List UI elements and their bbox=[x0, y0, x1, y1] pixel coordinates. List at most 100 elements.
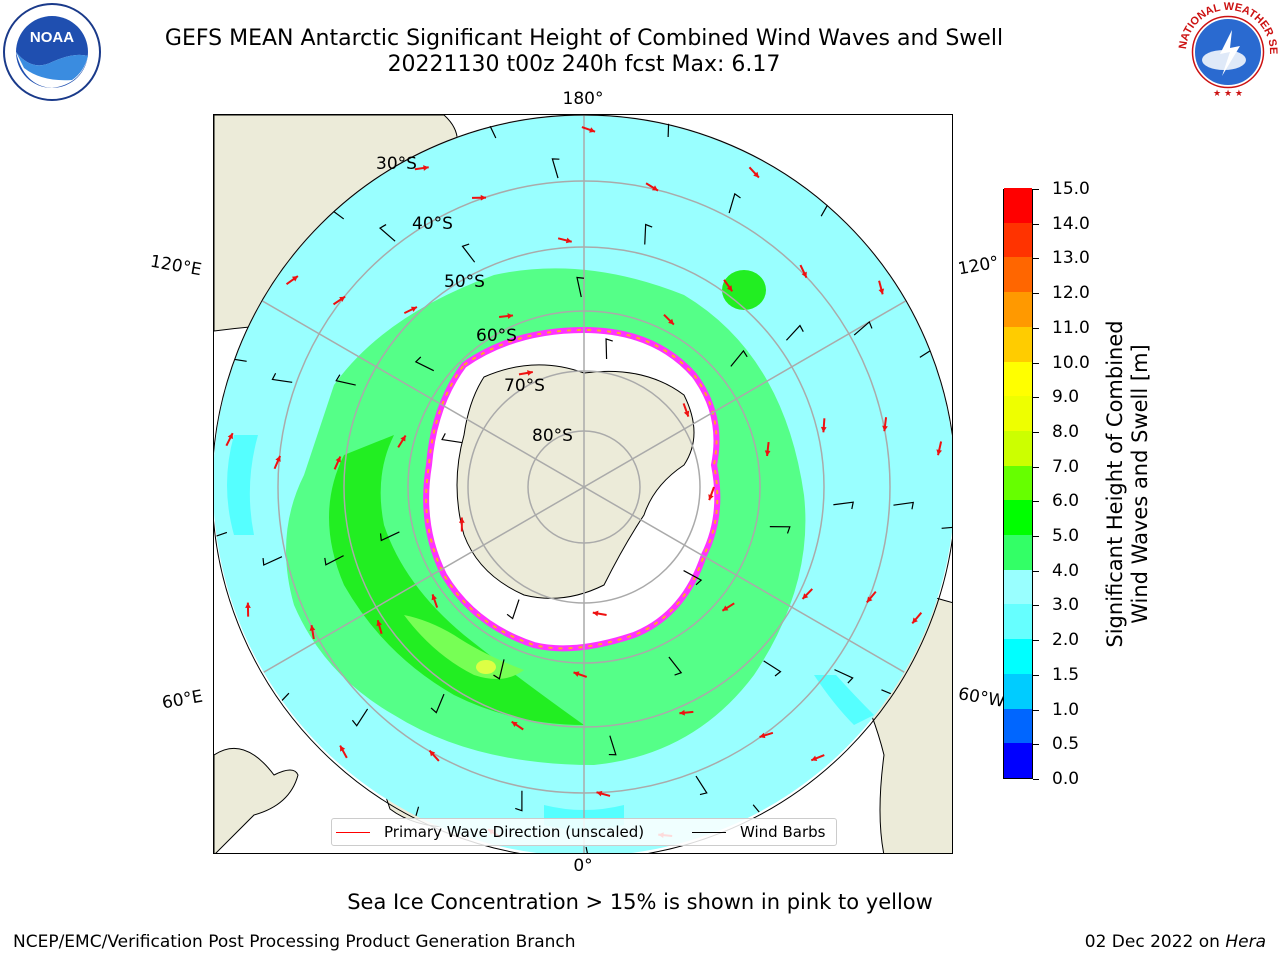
colorbar-tick-label: 6.0 bbox=[1052, 491, 1080, 512]
wind-barb bbox=[728, 192, 741, 214]
colorbar-tick bbox=[1033, 362, 1039, 364]
wave-arrow-head bbox=[811, 755, 818, 761]
wind-barb bbox=[441, 433, 462, 444]
footer-date: 02 Dec 2022 on Hera bbox=[1085, 932, 1266, 952]
lon-label-120w: 120° bbox=[956, 252, 1001, 280]
colorbar-tick bbox=[1033, 570, 1039, 572]
wind-barb bbox=[379, 531, 400, 542]
svg-text:★ ★ ★: ★ ★ ★ bbox=[1213, 89, 1243, 99]
wave-arrow-head bbox=[801, 271, 807, 278]
footer-credit: NCEP/EMC/Verification Post Processing Pr… bbox=[13, 932, 576, 952]
colorbar-tick bbox=[1033, 327, 1039, 329]
colorbar-tick bbox=[1033, 674, 1039, 676]
colorbar-tick bbox=[1033, 536, 1039, 538]
wave-arrow-head bbox=[339, 296, 346, 302]
wave-arrow-head bbox=[480, 194, 487, 201]
wave-arrow-head bbox=[589, 127, 596, 133]
chart-title: GEFS MEAN Antarctic Significant Height o… bbox=[0, 26, 1168, 78]
wind-barb bbox=[430, 693, 445, 714]
lat-label-50s: 50°S bbox=[444, 272, 485, 292]
footer-host: Hera bbox=[1225, 932, 1266, 952]
colorbar-tick bbox=[1033, 223, 1039, 225]
wave-arrow-head bbox=[527, 370, 533, 376]
colorbar-tick bbox=[1033, 431, 1039, 433]
wind-barb bbox=[214, 531, 228, 540]
wave-direction-arrows bbox=[225, 126, 943, 838]
wave-arrow-head bbox=[376, 620, 382, 627]
colorbar-segment bbox=[1004, 465, 1032, 501]
wind-barb bbox=[785, 324, 804, 341]
wave-arrow-head bbox=[759, 732, 766, 739]
colorbar-title: Significant Height of Combined Wind Wave… bbox=[1103, 264, 1153, 704]
wind-barb bbox=[506, 599, 520, 620]
wind-barb bbox=[644, 223, 653, 245]
colorbar-tick-label: 7.0 bbox=[1052, 456, 1080, 477]
colorbar-tick-label: 12.0 bbox=[1052, 283, 1090, 304]
colorbar-tick-label: 10.0 bbox=[1052, 352, 1090, 373]
wind-barb bbox=[378, 224, 396, 242]
svg-text:NOAA: NOAA bbox=[30, 29, 74, 46]
lat-label-60s: 60°S bbox=[476, 326, 517, 346]
wave-arrow-head bbox=[245, 602, 251, 608]
wind-barb bbox=[763, 660, 782, 677]
colorbar-tick-label: 0.5 bbox=[1052, 734, 1080, 755]
colorbar-segment bbox=[1004, 604, 1032, 640]
colorbar-tick bbox=[1033, 605, 1039, 607]
wave-arrow-head bbox=[753, 171, 759, 178]
wave-arrow-head bbox=[912, 617, 918, 624]
sea-ice-note: Sea Ice Concentration > 15% is shown in … bbox=[347, 890, 933, 914]
wave-arrow-head bbox=[291, 276, 298, 282]
wave-arrow-head bbox=[431, 594, 437, 601]
lon-label-120e: 120°E bbox=[148, 251, 204, 281]
wind-barb bbox=[493, 659, 505, 680]
wave-arrow-head bbox=[708, 494, 714, 501]
colorbar-tick bbox=[1033, 744, 1039, 746]
colorbar-tick-label: 8.0 bbox=[1052, 421, 1080, 442]
wave-arrow-head bbox=[573, 671, 580, 677]
wind-barb bbox=[730, 349, 748, 367]
title-line-2: 20221130 t00z 240h fcst Max: 6.17 bbox=[387, 52, 781, 77]
colorbar-segment bbox=[1004, 534, 1032, 570]
wave-arrow-head bbox=[722, 605, 729, 611]
colorbar-tick-label: 2.0 bbox=[1052, 630, 1080, 651]
colorbar-tick bbox=[1033, 258, 1039, 260]
colorbar-tick-label: 1.5 bbox=[1052, 664, 1080, 685]
wave-arrow-head bbox=[683, 410, 690, 417]
africa-land bbox=[214, 747, 299, 853]
wave-arrow-head bbox=[726, 285, 733, 292]
colorbar-segment bbox=[1004, 638, 1032, 674]
wave-arrow-head bbox=[429, 750, 436, 757]
colorbar-segment bbox=[1004, 395, 1032, 431]
wind-barb bbox=[515, 790, 523, 812]
colorbar-segment bbox=[1004, 361, 1032, 397]
wind-barb bbox=[834, 669, 854, 684]
colorbar-segment bbox=[1004, 187, 1032, 223]
lon-label-60e: 60°E bbox=[160, 686, 205, 714]
colorbar-tick-label: 13.0 bbox=[1052, 248, 1090, 269]
wave-arrow-head bbox=[423, 165, 429, 171]
colorbar-title-line-1: Significant Height of Combined bbox=[1103, 320, 1127, 648]
colorbar-segment bbox=[1004, 257, 1032, 293]
wave-arrow-head bbox=[592, 610, 599, 617]
legend-swatch-black-line bbox=[692, 831, 726, 833]
colorbar-tick-label: 1.0 bbox=[1052, 699, 1080, 720]
wave-arrow-head bbox=[511, 721, 518, 727]
colorbar-tick bbox=[1033, 709, 1039, 711]
wind-barb bbox=[893, 501, 915, 510]
colorbar-segment bbox=[1004, 743, 1032, 778]
wind-barb bbox=[608, 735, 617, 756]
colorbar-tick-label: 4.0 bbox=[1052, 560, 1080, 581]
lon-label-0: 0° bbox=[573, 856, 593, 876]
colorbar-segment bbox=[1004, 708, 1032, 744]
colorbar-segment bbox=[1004, 673, 1032, 709]
wind-barb bbox=[414, 356, 435, 372]
colorbar-tick bbox=[1033, 501, 1039, 503]
wave-arrow-head bbox=[679, 709, 685, 716]
national-weather-service-logo: NATIONAL WEATHER SERVICE ★ ★ ★ bbox=[1176, 0, 1279, 102]
wind-barb bbox=[695, 775, 708, 796]
wave-arrow-head bbox=[652, 185, 658, 191]
wave-arrow-head bbox=[227, 433, 233, 440]
wind-barb bbox=[941, 525, 952, 534]
graticule bbox=[214, 115, 952, 853]
legend-label-wave: Primary Wave Direction (unscaled) bbox=[384, 823, 645, 841]
